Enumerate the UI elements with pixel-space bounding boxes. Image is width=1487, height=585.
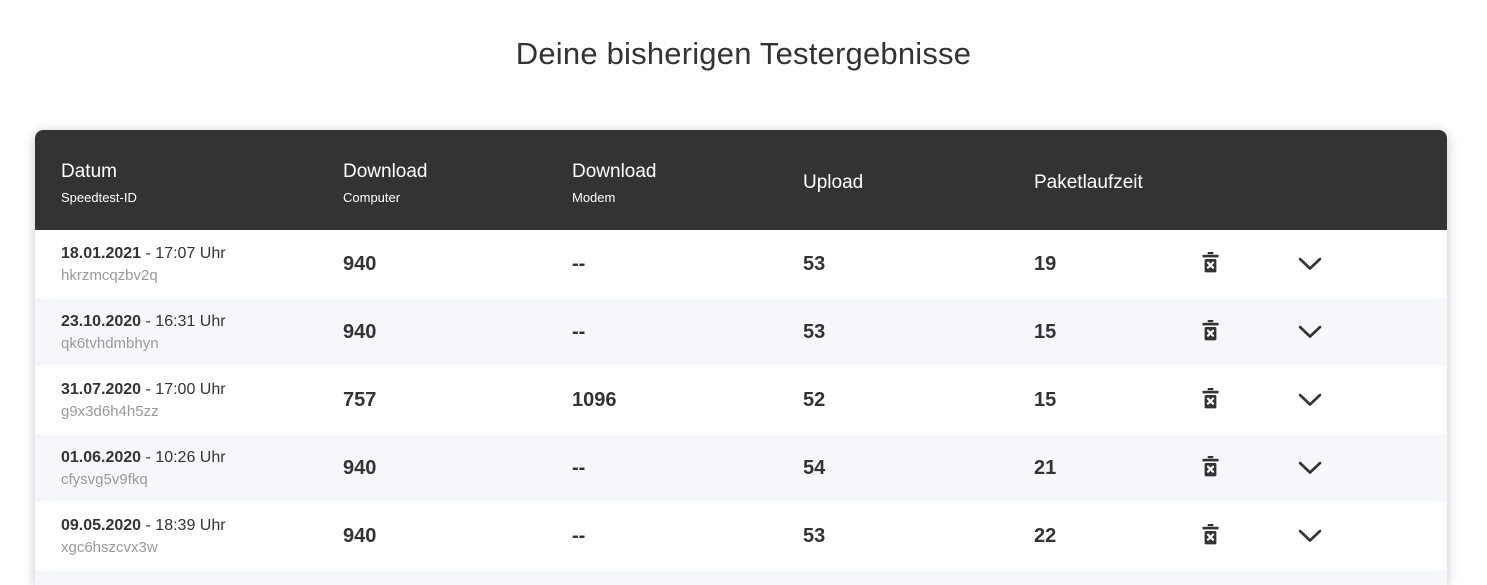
column-sublabel: Modem [572,190,616,205]
date-value: 18.01.2021 [61,244,142,262]
expand-row-button[interactable] [1240,380,1380,420]
date-value: 01.06.2020 [61,448,142,466]
speedtest-id: xgc6hszcvx3w [61,538,158,556]
column-label: Download [343,161,428,182]
date-line: 09.05.2020 - 18:39 Uhr [61,517,343,535]
speedtest-id: qk6tvhdmbhyn [61,334,159,352]
delete-result-button[interactable] [1180,448,1240,488]
date-line: 23.10.2020 - 16:31 Uhr [61,313,343,331]
paketlaufzeit-value: 15 [1034,388,1057,411]
column-sublabel: Speedtest-ID [61,190,137,205]
chevron-down-icon [1298,461,1322,475]
result-row: 18.01.2021 - 17:07 Uhr hkrzmcqzbv2q 940 … [35,230,1447,298]
delete-result-button[interactable] [1180,516,1240,556]
column-header-datum: Datum Speedtest-ID [61,155,343,205]
trash-delete-icon [1202,320,1219,344]
expand-row-button[interactable] [1240,244,1380,284]
result-row: 31.07.2020 - 17:00 Uhr g9x3d6h4h5zz 757 … [35,366,1447,434]
partial-next-row [35,570,1447,585]
download-modem-value: -- [572,524,586,547]
datum-cell: 09.05.2020 - 18:39 Uhr xgc6hszcvx3w [61,517,343,556]
expand-row-button[interactable] [1240,312,1380,352]
column-label: Datum [61,161,117,182]
date-line: 18.01.2021 - 17:07 Uhr [61,245,343,263]
paketlaufzeit-value: 22 [1034,524,1057,547]
result-row: 09.05.2020 - 18:39 Uhr xgc6hszcvx3w 940 … [35,502,1447,570]
datum-cell: 31.07.2020 - 17:00 Uhr g9x3d6h4h5zz [61,381,343,420]
column-header-download-modem: Download Modem [572,155,803,205]
table-body: 18.01.2021 - 17:07 Uhr hkrzmcqzbv2q 940 … [35,230,1447,570]
expand-row-button[interactable] [1240,516,1380,556]
page-title: Deine bisherigen Testergebnisse [515,36,972,71]
chevron-down-icon [1298,325,1322,339]
datum-cell: 01.06.2020 - 10:26 Uhr cfysvg5v9fkq [61,449,343,488]
result-row: 23.10.2020 - 16:31 Uhr qk6tvhdmbhyn 940 … [35,298,1447,366]
paketlaufzeit-value: 15 [1034,320,1057,343]
trash-delete-icon [1202,388,1219,412]
time-value: - 10:26 Uhr [145,448,226,466]
delete-result-button[interactable] [1180,380,1240,420]
download-computer-value: 757 [343,388,377,411]
date-value: 31.07.2020 [61,380,142,398]
trash-delete-icon [1202,524,1219,548]
speedtest-id: cfysvg5v9fkq [61,470,148,488]
time-value: - 16:31 Uhr [145,312,226,330]
paketlaufzeit-value: 19 [1034,252,1057,275]
upload-value: 53 [803,524,826,547]
column-header-upload: Upload [803,166,1034,194]
date-line: 31.07.2020 - 17:00 Uhr [61,381,343,399]
paketlaufzeit-value: 21 [1034,456,1057,479]
table-header-row: Datum Speedtest-ID Download Computer Dow… [35,130,1447,230]
date-line: 01.06.2020 - 10:26 Uhr [61,449,343,467]
expand-row-button[interactable] [1240,448,1380,488]
download-modem-value: -- [572,252,586,275]
time-value: - 17:07 Uhr [145,244,226,262]
trash-delete-icon [1202,252,1219,276]
speedtest-id: g9x3d6h4h5zz [61,402,159,420]
chevron-down-icon [1298,529,1322,543]
date-value: 09.05.2020 [61,516,142,534]
column-header-paketlaufzeit: Paketlaufzeit [1034,166,1180,194]
download-modem-value: -- [572,320,586,343]
column-label: Download [572,161,657,182]
trash-delete-icon [1202,456,1219,480]
upload-value: 54 [803,456,826,479]
date-value: 23.10.2020 [61,312,142,330]
download-computer-value: 940 [343,456,377,479]
result-row: 01.06.2020 - 10:26 Uhr cfysvg5v9fkq 940 … [35,434,1447,502]
download-modem-value: -- [572,456,586,479]
chevron-down-icon [1298,257,1322,271]
datum-cell: 18.01.2021 - 17:07 Uhr hkrzmcqzbv2q [61,245,343,284]
results-table: Datum Speedtest-ID Download Computer Dow… [35,130,1447,585]
time-value: - 17:00 Uhr [145,380,226,398]
delete-result-button[interactable] [1180,312,1240,352]
datum-cell: 23.10.2020 - 16:31 Uhr qk6tvhdmbhyn [61,313,343,352]
download-computer-value: 940 [343,320,377,343]
download-computer-value: 940 [343,252,377,275]
chevron-down-icon [1298,393,1322,407]
upload-value: 53 [803,252,826,275]
download-computer-value: 940 [343,524,377,547]
time-value: - 18:39 Uhr [145,516,226,534]
column-label: Paketlaufzeit [1034,172,1143,193]
column-header-download-computer: Download Computer [343,155,572,205]
column-label: Upload [803,172,864,193]
upload-value: 52 [803,388,826,411]
download-modem-value: 1096 [572,388,617,411]
delete-result-button[interactable] [1180,244,1240,284]
upload-value: 53 [803,320,826,343]
speedtest-id: hkrzmcqzbv2q [61,266,158,284]
column-sublabel: Computer [343,190,401,205]
